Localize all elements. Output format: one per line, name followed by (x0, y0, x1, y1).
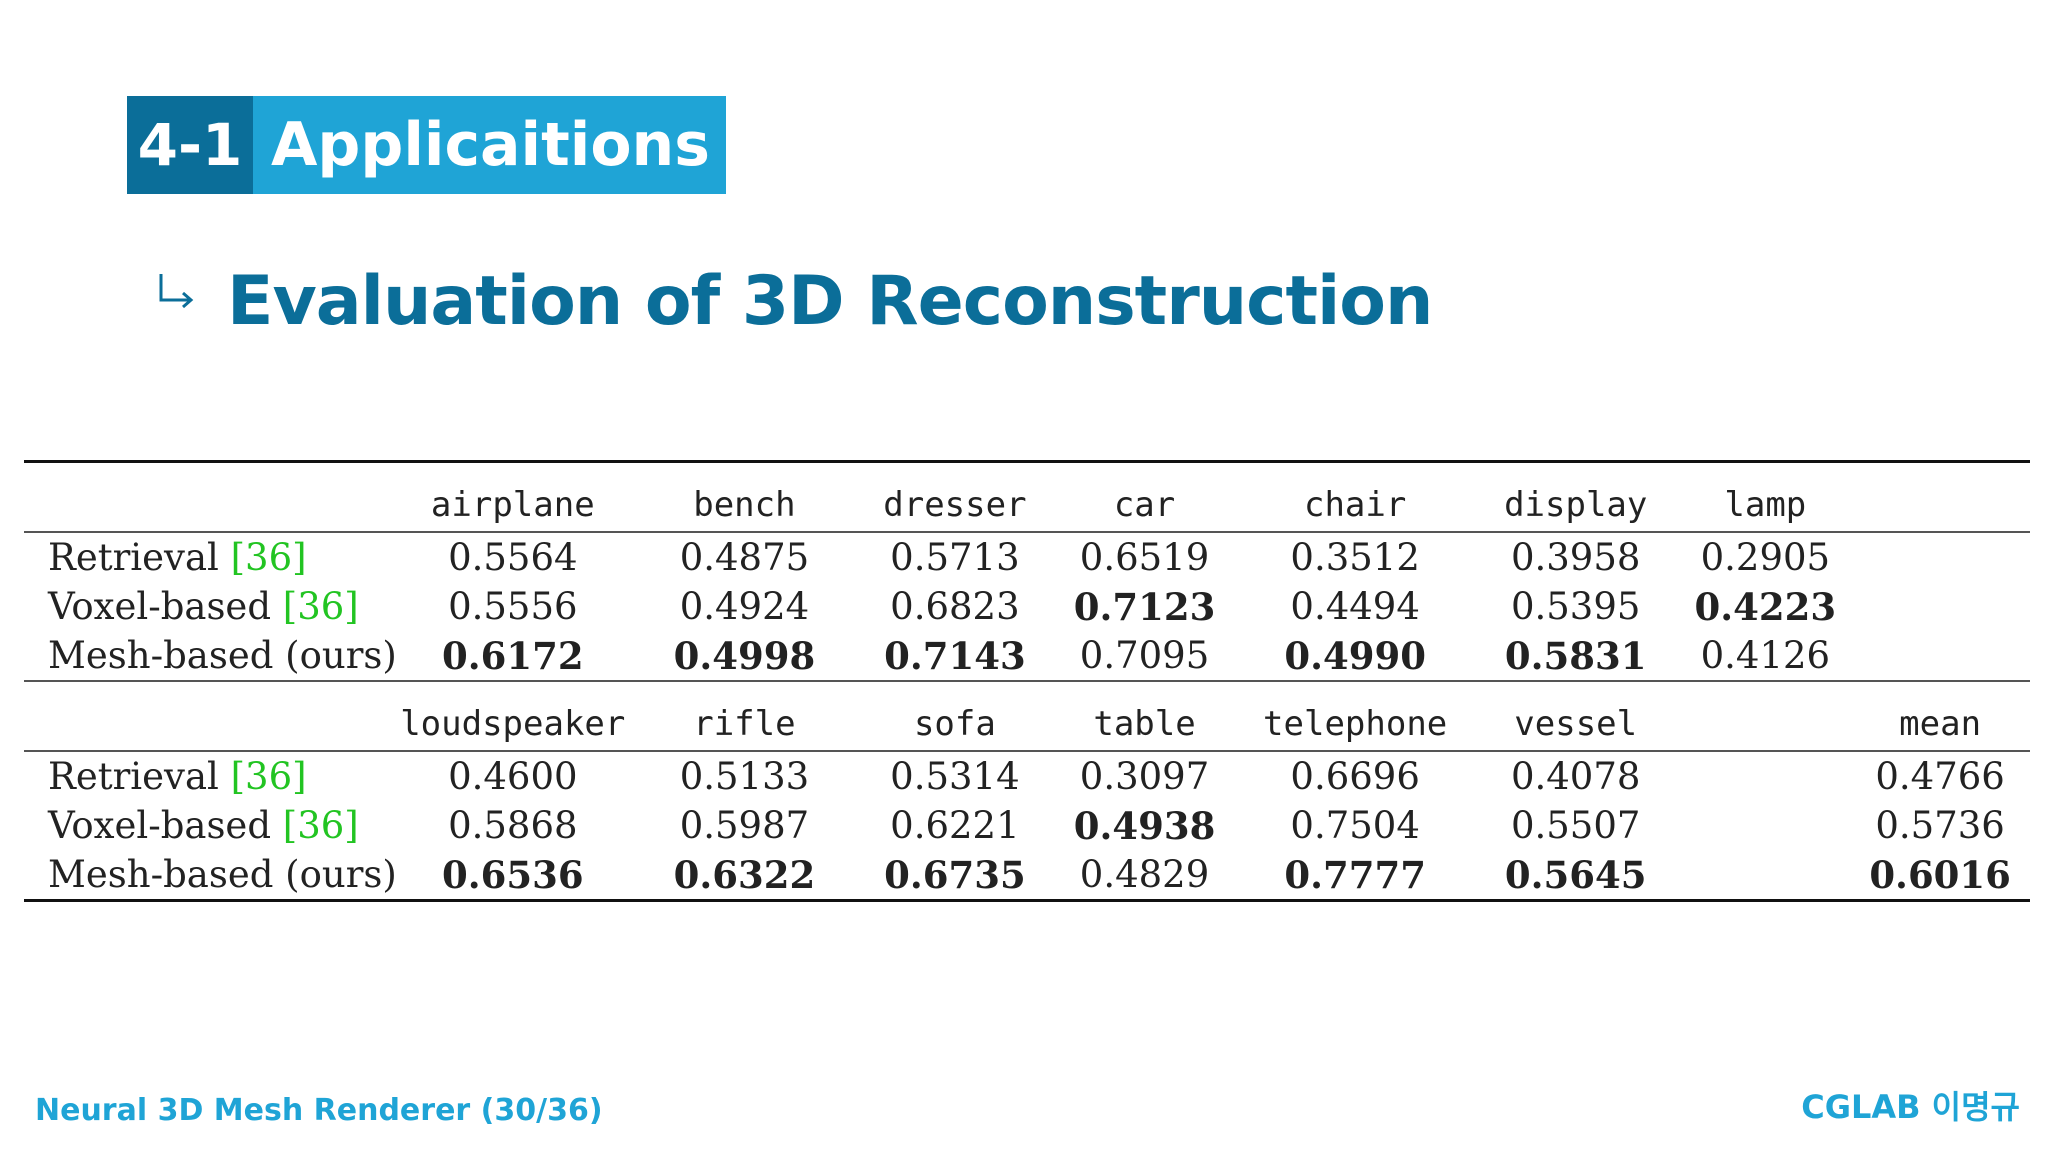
table-row: Mesh-based (ours) 0.6536 0.6322 0.6735 0.482… (24, 850, 2030, 902)
value-cell: 0.4126 (1700, 634, 1831, 677)
value-cell: 0.6536 (396, 850, 629, 902)
value-cell: 0.4924 (679, 585, 810, 628)
value-cell: 0.4766 (1850, 750, 2030, 801)
value-cell: 0.6735 (860, 850, 1050, 902)
column-header: mean (1850, 680, 2030, 751)
citation-link[interactable]: [36] (230, 536, 307, 579)
corner-arrow-icon (159, 273, 194, 308)
citation-link[interactable]: [36] (230, 755, 307, 798)
column-header: loudspeaker (396, 680, 629, 751)
value-cell: 0.6016 (1850, 850, 2030, 902)
value-cell: 0.4938 (1073, 803, 1216, 848)
value-cell: 0.4829 (1049, 850, 1240, 902)
column-header (1680, 680, 1851, 751)
value-cell: 0.4600 (396, 750, 629, 801)
table-row: Retrieval [36] 0.5564 0.4875 0.5713 0.6519 0.… (24, 531, 2030, 582)
method-name: Retrieval (48, 536, 219, 579)
value-cell: 0.6519 (1049, 531, 1240, 582)
column-header: telephone (1239, 680, 1471, 751)
column-header: chair (1239, 460, 1471, 532)
header-blank-cell (24, 460, 397, 532)
value-cell: 0.5314 (860, 750, 1050, 801)
value-cell: 0.5831 (1504, 633, 1647, 678)
value-cell (1680, 850, 1851, 902)
subtitle-row: Evaluation of 3D Reconstruction (155, 262, 1433, 341)
column-header: sofa (860, 680, 1050, 751)
column-header: vessel (1470, 680, 1681, 751)
value-cell: 0.2905 (1680, 531, 1851, 582)
method-name: Voxel-based (48, 585, 272, 628)
value-cell: 0.3512 (1239, 531, 1471, 582)
footer-author: CGLAB 이명규 (1801, 1088, 2020, 1126)
value-cell: 0.6172 (441, 633, 584, 678)
column-header: lamp (1680, 460, 1851, 532)
method-cell: Mesh-based (ours) (24, 850, 397, 902)
value-cell: 0.7095 (1079, 634, 1210, 677)
value-cell: 0.5556 (448, 585, 578, 628)
section-number: 4-1 (127, 96, 253, 194)
method-cell: Retrieval [36] (24, 750, 397, 801)
value-cell: 0.4223 (1694, 584, 1837, 629)
footer-slide-info: Neural 3D Mesh Renderer (30/36) (35, 1093, 603, 1128)
method-cell: Mesh-based (ours) (24, 631, 397, 681)
value-cell (1850, 531, 2030, 582)
value-cell: 0.5133 (628, 750, 861, 801)
section-title: Applicaitions (253, 96, 726, 194)
results-table: airplane bench dresser car chair display lamp R… (24, 460, 2030, 902)
column-header (1850, 460, 2030, 532)
column-header: rifle (628, 680, 861, 751)
method-cell: Voxel-based [36] (24, 801, 397, 850)
value-cell: 0.4998 (673, 633, 816, 678)
value-cell: 0.4494 (1290, 585, 1420, 628)
slide-subtitle: Evaluation of 3D Reconstruction (227, 262, 1433, 341)
method-name: Mesh-based (ours) (48, 853, 397, 896)
value-cell: 0.4875 (628, 531, 861, 582)
table-row: Retrieval [36] 0.4600 0.5133 0.5314 0.3097 0.… (24, 750, 2030, 801)
value-cell: 0.5987 (679, 804, 810, 847)
column-header: display (1470, 460, 1681, 532)
value-cell: 0.5868 (448, 804, 578, 847)
value-cell: 0.6823 (890, 585, 1020, 628)
value-cell: 0.7777 (1239, 850, 1471, 902)
value-cell: 0.5736 (1875, 804, 2005, 847)
table-header-row: airplane bench dresser car chair display lamp (24, 460, 2030, 532)
method-name: Retrieval (48, 755, 219, 798)
value-cell: 0.6696 (1239, 750, 1471, 801)
value-cell: 0.3097 (1049, 750, 1240, 801)
value-cell: 0.5564 (396, 531, 629, 582)
value-cell: 0.4990 (1284, 633, 1426, 678)
method-cell: Voxel-based [36] (24, 582, 397, 631)
column-header: table (1049, 680, 1240, 751)
citation-link[interactable]: [36] (282, 585, 359, 628)
section-badge: 4-1 Applicaitions (127, 96, 726, 194)
value-cell: 0.7123 (1073, 584, 1216, 629)
column-header: airplane (396, 460, 629, 532)
header-blank-cell (24, 680, 397, 751)
value-cell (1850, 631, 2030, 681)
value-cell: 0.5645 (1470, 850, 1681, 902)
value-cell: 0.3958 (1470, 531, 1681, 582)
value-cell (1680, 750, 1851, 801)
value-cell (1850, 582, 2030, 631)
value-cell: 0.7143 (884, 633, 1026, 678)
value-cell: 0.5713 (860, 531, 1050, 582)
column-header: dresser (860, 460, 1050, 532)
column-header: car (1049, 460, 1240, 532)
method-name: Mesh-based (ours) (48, 634, 397, 677)
value-cell: 0.6322 (628, 850, 861, 902)
value-cell: 0.7504 (1290, 804, 1420, 847)
table-header-row: loudspeaker rifle sofa table telephone vessel… (24, 680, 2030, 751)
table-row: Voxel-based [36] 0.5556 0.4924 0.6823 0.7123… (24, 582, 2030, 631)
value-cell: 0.5507 (1510, 804, 1641, 847)
table-row: Mesh-based (ours) 0.6172 0.4998 0.7143 0.709… (24, 631, 2030, 681)
method-cell: Retrieval [36] (24, 531, 397, 582)
value-cell: 0.5395 (1510, 585, 1641, 628)
value-cell: 0.6221 (890, 804, 1020, 847)
method-name: Voxel-based (48, 804, 272, 847)
value-cell (1680, 801, 1850, 850)
column-header: bench (628, 460, 861, 532)
table-row: Voxel-based [36] 0.5868 0.5987 0.6221 0.4938… (24, 801, 2030, 850)
value-cell: 0.4078 (1470, 750, 1681, 801)
citation-link[interactable]: [36] (282, 804, 359, 847)
